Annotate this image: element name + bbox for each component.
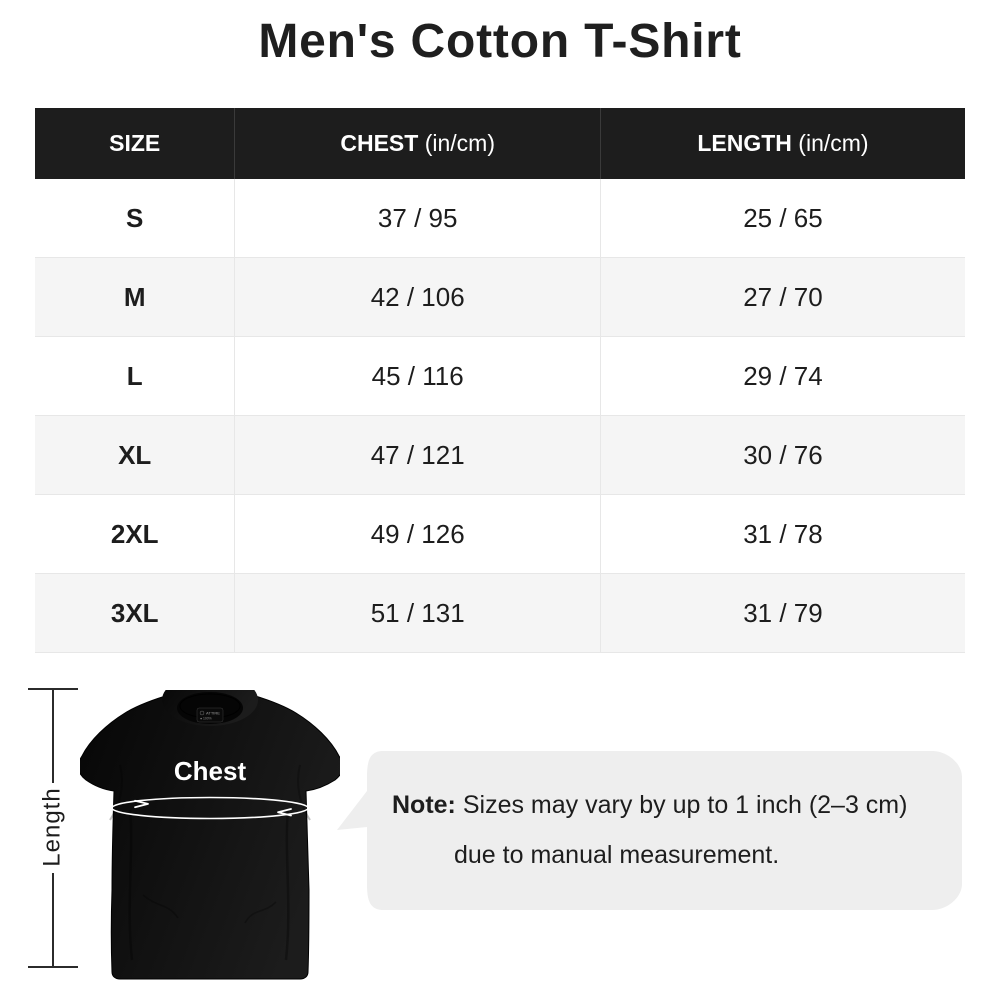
svg-text:ATTIRE: ATTIRE [206, 710, 220, 715]
svg-text:● 100%: ● 100% [200, 717, 212, 721]
svg-text:Chest: Chest [174, 756, 247, 786]
svg-text:Length: Length [38, 787, 65, 866]
